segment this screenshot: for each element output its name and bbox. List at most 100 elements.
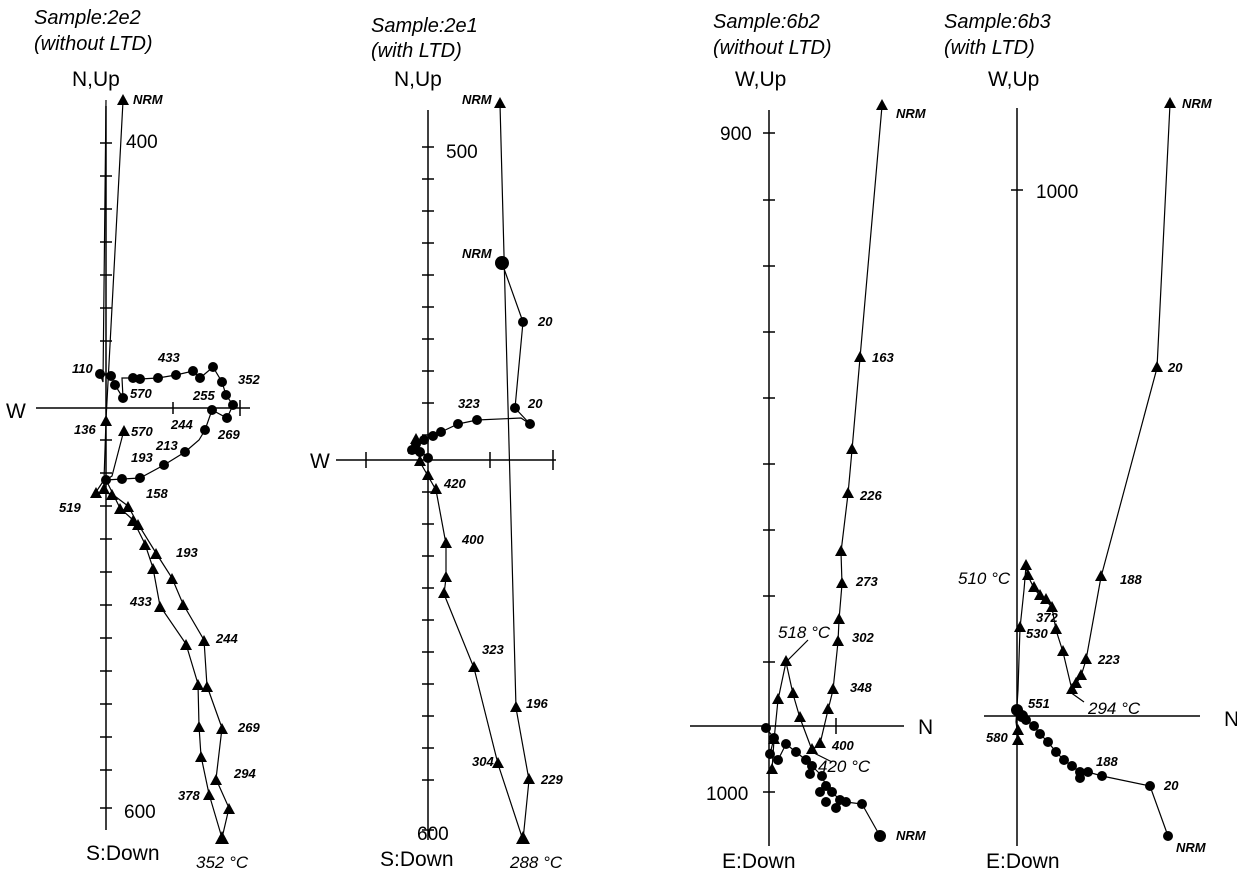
point-label: NRM [896, 106, 927, 121]
point-label: 193 [176, 545, 198, 560]
point-label: 348 [850, 680, 872, 695]
point-label: NRM [462, 92, 493, 107]
axis-top-label: W,Up [735, 68, 786, 91]
panel-title-line2: (without LTD) [34, 33, 153, 55]
point-label: 378 [178, 788, 200, 803]
axis-bottom-label: S:Down [86, 842, 160, 865]
horizontal-projection-markers [407, 256, 535, 463]
horizontal-projection-path [413, 262, 531, 459]
point-label: 163 [872, 350, 894, 365]
point-label: 323 [458, 396, 480, 411]
point-label: 352 [238, 372, 260, 387]
axis-right-label: N [918, 716, 933, 739]
temperature-label: 294 °C [1087, 699, 1141, 718]
point-label: 570 [130, 386, 152, 401]
scale-label: 500 [446, 142, 478, 163]
point-label: 400 [831, 738, 854, 753]
panel-6b3: Sample:6b3 (with LTD) W,Up N E:Down 1000 [944, 11, 1237, 873]
point-label: 229 [540, 772, 563, 787]
point-label: 136 [74, 422, 96, 437]
axis-ticks [763, 132, 837, 793]
vertical-projection-path-a [499, 103, 530, 841]
panel-2e2: Sample:2e2 (without LTD) N,Up W S:Down 4… [6, 7, 260, 872]
temperature-label: 420 °C [818, 757, 871, 776]
point-label: 20 [1167, 360, 1183, 375]
vertical-projection-markers [1012, 97, 1176, 745]
point-label: 304 [472, 754, 494, 769]
point-label: 519 [59, 500, 81, 515]
point-label: NRM [1182, 96, 1213, 111]
point-label: 110 [72, 361, 93, 376]
point-label: 273 [855, 574, 878, 589]
vertical-projection-path-b [415, 439, 524, 841]
panel-6b2: Sample:6b2 (without LTD) W,Up N E:Down 9… [690, 11, 933, 873]
point-labels: NRM 20 188 372 530 223 551 580 188 20 NR… [986, 96, 1213, 855]
axis-left-label: W [310, 450, 330, 473]
point-label: 269 [237, 720, 260, 735]
scale-label: 600 [124, 802, 156, 823]
point-label: 302 [852, 630, 874, 645]
scale-label: 1000 [1036, 182, 1078, 203]
point-label: 244 [215, 631, 238, 646]
axis-top-label: W,Up [988, 68, 1039, 91]
point-label: 20 [1163, 778, 1179, 793]
leader-line [811, 751, 833, 763]
point-label: 372 [1036, 610, 1058, 625]
horizontal-projection-markers [95, 362, 238, 485]
panel-title-line1: Sample:6b3 [944, 11, 1051, 33]
panel-title-line2: (with LTD) [944, 37, 1035, 59]
temperature-label: 288 °C [509, 853, 563, 872]
point-label: 193 [131, 450, 153, 465]
temperature-label: 352 °C [196, 853, 249, 872]
axis-top-label: N,Up [72, 68, 120, 91]
point-label: 213 [155, 438, 178, 453]
axis-bottom-label: S:Down [380, 848, 454, 871]
point-label: 580 [986, 730, 1008, 745]
leader-line [1069, 691, 1085, 703]
vertical-projection-markers [408, 97, 535, 844]
vertical-projection-markers [90, 94, 235, 844]
point-label: 196 [526, 696, 548, 711]
point-label: 269 [217, 427, 240, 442]
axis-top-label: N,Up [394, 68, 442, 91]
point-labels: NRM NRM 20 20 323 420 400 323 196 304 22… [443, 92, 563, 787]
point-label: 20 [537, 314, 553, 329]
scale-label: 400 [126, 132, 158, 153]
panel-2e1: Sample:2e1 (with LTD) N,Up W S:Down 500 … [310, 15, 563, 872]
point-label: 244 [170, 417, 193, 432]
point-label: 530 [1026, 626, 1048, 641]
axis-bottom-label: E:Down [722, 850, 796, 873]
point-label: 223 [1097, 652, 1120, 667]
panel-title-line1: Sample:2e2 [34, 7, 141, 29]
vertical-projection-path-a [1071, 103, 1171, 691]
axis-ticks [100, 142, 241, 809]
point-label: 551 [1028, 696, 1050, 711]
point-label: 323 [482, 642, 504, 657]
temperature-label: 510 °C [958, 569, 1011, 588]
point-label: 255 [192, 388, 215, 403]
point-labels: NRM 163 226 273 302 348 400 NRM [831, 106, 927, 843]
point-label: NRM [133, 92, 164, 107]
scale-label: 600 [417, 824, 449, 845]
point-label: 433 [129, 594, 152, 609]
point-label: 570 [131, 424, 153, 439]
axis-bottom-label: E:Down [986, 850, 1060, 873]
panel-title-line2: (with LTD) [371, 40, 462, 62]
panel-title-line1: Sample:2e1 [371, 15, 478, 37]
axis-left-label: W [6, 400, 26, 423]
axis-right-label: N [1224, 708, 1237, 731]
horizontal-projection-markers [1011, 704, 1173, 841]
point-label: 400 [461, 532, 484, 547]
scale-label: 1000 [706, 784, 748, 805]
point-label: NRM [462, 246, 493, 261]
temperature-label: 518 °C [778, 623, 831, 642]
leader-line [785, 639, 809, 663]
point-label: NRM [1176, 840, 1207, 855]
vertical-projection-path-b [105, 429, 223, 839]
vertical-projection-path-a [94, 100, 230, 839]
point-labels: NRM 110 433 352 570 255 244 269 136 570 … [59, 92, 260, 803]
point-label: 158 [146, 486, 168, 501]
vertical-projection-path-a [771, 105, 883, 771]
point-label: 294 [233, 766, 256, 781]
